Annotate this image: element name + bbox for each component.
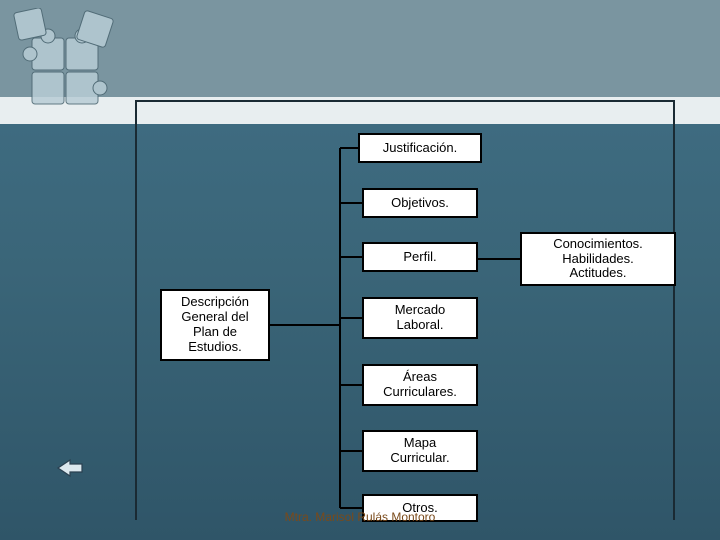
puzzle-decoration — [12, 8, 132, 118]
back-button[interactable] — [56, 458, 84, 478]
node-perfil: Perfil. — [362, 242, 478, 272]
node-mercado: MercadoLaboral. — [362, 297, 478, 339]
back-arrow-icon — [58, 460, 82, 476]
node-justificacion: Justificación. — [358, 133, 482, 163]
node-root: DescripciónGeneral delPlan deEstudios. — [160, 289, 270, 361]
connector — [270, 324, 340, 326]
connector — [340, 147, 358, 149]
node-mapa: MapaCurricular. — [362, 430, 478, 472]
connector — [340, 507, 362, 509]
node-areas: ÁreasCurriculares. — [362, 364, 478, 406]
connector — [340, 317, 362, 319]
connector — [340, 384, 362, 386]
footer-author: Mtra. Marisol Rulás Montoro — [0, 510, 720, 524]
node-objetivos: Objetivos. — [362, 188, 478, 218]
connector — [340, 256, 362, 258]
node-cha: Conocimientos.Habilidades.Actitudes. — [520, 232, 676, 286]
connector — [478, 258, 520, 260]
connector — [340, 202, 362, 204]
connector — [340, 450, 362, 452]
